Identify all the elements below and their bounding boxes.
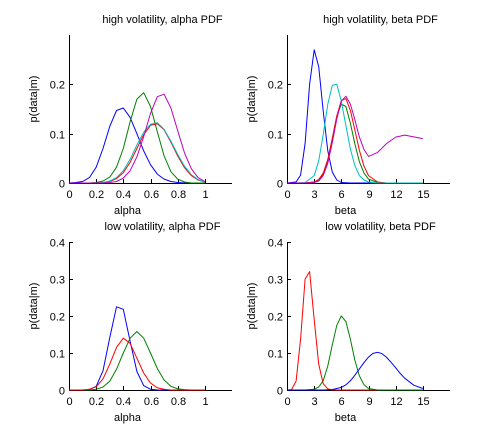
x-tick-label: 9 (366, 396, 372, 408)
y-axis-title: p(data|m) (28, 283, 40, 330)
panel-title: low volatility, beta PDF (325, 221, 436, 233)
x-tick-label: 0.2 (89, 396, 104, 408)
panel-high-volatility-alpha: 0 0.2 0.4 0.6 0.8 1 0 0.1 0.2 high volatility, al… (28, 14, 232, 217)
x-tick-label: 1 (202, 396, 208, 408)
x-tick-label: 6 (338, 396, 344, 408)
x-tick-label: 15 (417, 396, 429, 408)
x-axis-title: alpha (114, 205, 142, 217)
x-tick-label: 1 (202, 189, 208, 201)
x-tick-label: 0 (284, 189, 290, 201)
x-tick-label: 15 (417, 189, 429, 201)
x-tick-label: 0.6 (144, 189, 159, 201)
x-tick-label: 0.4 (116, 396, 131, 408)
x-tick-label: 3 (311, 189, 317, 201)
x-axis-title: beta (335, 412, 357, 424)
series-line-5 (69, 93, 206, 184)
y-tick-label: 0.2 (268, 80, 283, 92)
x-tick-label: 12 (390, 189, 402, 201)
x-tick-label: 3 (311, 396, 317, 408)
x-tick-label: 0.8 (171, 189, 186, 201)
x-tick-label: 9 (366, 189, 372, 201)
y-tick-label: 0 (277, 179, 283, 191)
series-line-1 (68, 107, 205, 184)
panel-title: high volatility, beta PDF (323, 14, 438, 26)
series-line-5 (287, 95, 423, 184)
x-tick-label: 12 (390, 396, 402, 408)
x-axis-title: alpha (114, 412, 142, 424)
x-tick-label: 0 (66, 189, 72, 201)
x-tick-label: 0.2 (89, 189, 104, 201)
y-tick-label: 0 (59, 179, 65, 191)
series-line-4 (287, 83, 423, 184)
panel-title: high volatility, alpha PDF (102, 14, 223, 26)
y-axis-title: p(data|m) (246, 76, 258, 123)
series-line-3 (287, 351, 423, 391)
y-tick-label: 0 (277, 386, 283, 398)
y-tick-label: 0.3 (268, 275, 283, 287)
y-tick-label: 0.1 (50, 349, 65, 361)
series-line-2 (69, 331, 205, 391)
panel-low-volatility-beta: 0 3 6 9 12 15 0 0.1 0.2 0.3 0.4 low volatility, bet… (246, 221, 450, 424)
y-axis-title: p(data|m) (246, 283, 258, 330)
y-tick-label: 0.1 (50, 130, 65, 142)
y-tick-label: 0.2 (50, 312, 65, 324)
x-tick-label: 0 (284, 396, 290, 408)
series-line-3 (69, 337, 205, 391)
x-tick-label: 0.8 (171, 396, 186, 408)
panel-title: low volatility, alpha PDF (105, 221, 221, 233)
y-tick-label: 0.3 (50, 275, 65, 287)
x-tick-label: 0 (66, 396, 72, 408)
panel-low-volatility-alpha: 0 0.2 0.4 0.6 0.8 1 0 0.1 0.2 0.3 0.4 low volatilit… (28, 221, 232, 424)
y-tick-label: 0.1 (268, 130, 283, 142)
y-tick-label: 0.1 (268, 349, 283, 361)
x-axis-title: beta (335, 205, 357, 217)
series-line-2 (287, 315, 423, 391)
y-tick-label: 0.2 (268, 312, 283, 324)
y-tick-label: 0 (59, 386, 65, 398)
y-axis-title: p(data|m) (28, 76, 40, 123)
y-tick-label: 0.2 (50, 80, 65, 92)
x-tick-label: 6 (338, 189, 344, 201)
panel-high-volatility-beta: 0 3 6 9 12 15 0 0.1 0.2 high volatility, beta PDF… (246, 14, 450, 217)
y-tick-label: 0.4 (50, 238, 65, 250)
x-tick-label: 0.6 (144, 396, 159, 408)
y-tick-label: 0.4 (268, 238, 283, 250)
x-tick-label: 0.4 (116, 189, 131, 201)
